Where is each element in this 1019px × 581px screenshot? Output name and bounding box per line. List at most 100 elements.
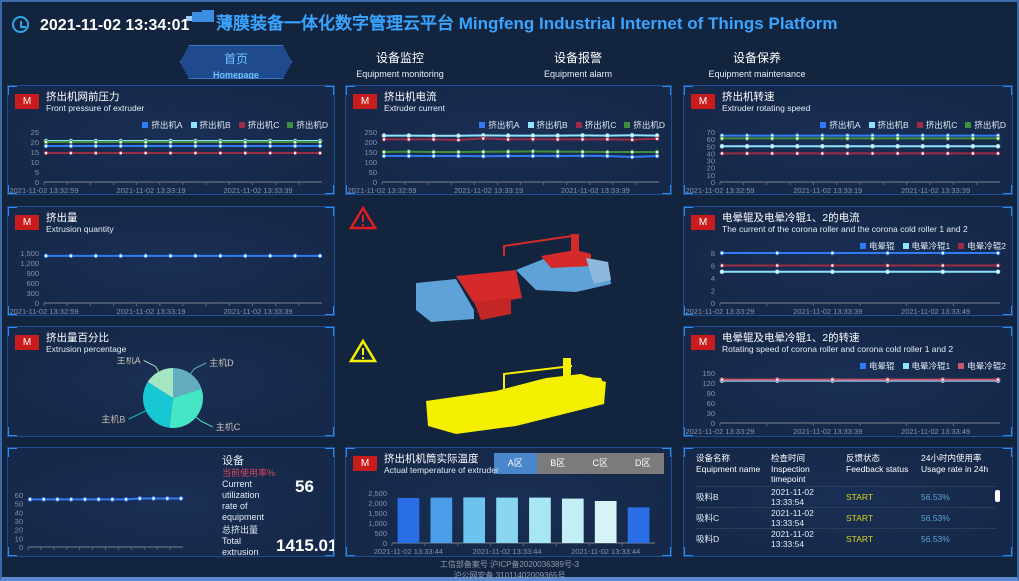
table-scrollbar[interactable] — [995, 490, 1000, 502]
data-point[interactable] — [505, 153, 511, 159]
data-point[interactable] — [870, 136, 875, 141]
data-point[interactable] — [885, 377, 890, 382]
data-point[interactable] — [995, 250, 1001, 256]
data-point[interactable] — [123, 497, 129, 502]
data-point[interactable] — [267, 150, 273, 156]
bar[interactable] — [594, 501, 617, 543]
data-point[interactable] — [381, 137, 387, 142]
data-point[interactable] — [41, 497, 47, 502]
data-point[interactable] — [242, 143, 248, 149]
data-point[interactable] — [168, 253, 173, 259]
data-point[interactable] — [605, 153, 610, 159]
data-point[interactable] — [218, 253, 223, 259]
data-point[interactable] — [317, 139, 323, 145]
nav-equipment-maintenance[interactable]: 设备保养 Equipment maintenance — [687, 45, 827, 79]
data-point[interactable] — [970, 136, 976, 141]
data-point[interactable] — [317, 143, 323, 149]
table-row[interactable]: 吸料D 2021-11-02 13:33:54 START 56.53% — [696, 527, 996, 549]
data-point[interactable] — [168, 143, 173, 149]
data-point[interactable] — [870, 143, 875, 149]
legend-item[interactable]: 挤出机D — [965, 119, 1006, 131]
data-point[interactable] — [43, 143, 49, 149]
data-point[interactable] — [555, 137, 561, 142]
data-point[interactable] — [605, 133, 610, 138]
data-point[interactable] — [940, 377, 946, 382]
legend-item[interactable]: 电晕辊 — [860, 360, 895, 372]
data-point[interactable] — [168, 139, 173, 145]
data-point[interactable] — [555, 153, 561, 159]
data-point[interactable] — [431, 153, 436, 159]
bar[interactable] — [496, 497, 518, 543]
data-point[interactable] — [830, 250, 835, 256]
data-point[interactable] — [895, 151, 900, 156]
data-point[interactable] — [530, 136, 536, 142]
data-point[interactable] — [845, 143, 850, 149]
data-point[interactable] — [885, 269, 890, 275]
data-point[interactable] — [381, 133, 387, 138]
alarm-warning-yellow-icon[interactable] — [348, 338, 378, 363]
data-point[interactable] — [178, 496, 184, 501]
data-point[interactable] — [242, 253, 248, 259]
data-point[interactable] — [530, 149, 536, 154]
data-point[interactable] — [774, 263, 780, 268]
data-point[interactable] — [820, 136, 825, 141]
data-point[interactable] — [68, 497, 74, 502]
data-point[interactable] — [629, 149, 635, 155]
data-point[interactable] — [505, 133, 511, 138]
data-point[interactable] — [93, 150, 99, 156]
data-point[interactable] — [118, 253, 124, 259]
data-point[interactable] — [456, 153, 461, 159]
legend-item[interactable]: 挤出机B — [527, 119, 568, 131]
data-point[interactable] — [456, 133, 461, 139]
data-point[interactable] — [970, 151, 976, 156]
data-point[interactable] — [774, 377, 780, 382]
table-row[interactable]: 吸料C 2021-11-02 13:33:54 START 56.53% — [696, 506, 996, 528]
data-point[interactable] — [830, 269, 835, 275]
data-point[interactable] — [218, 139, 223, 145]
data-point[interactable] — [480, 136, 486, 141]
data-point[interactable] — [580, 137, 585, 142]
data-point[interactable] — [940, 263, 946, 268]
data-point[interactable] — [629, 137, 635, 143]
data-point[interactable] — [43, 150, 49, 156]
data-point[interactable] — [970, 143, 976, 149]
data-point[interactable] — [820, 151, 825, 156]
data-point[interactable] — [193, 139, 198, 145]
data-point[interactable] — [885, 263, 890, 268]
tab-zone-c[interactable]: C区 — [579, 453, 622, 474]
nav-equipment-alarm[interactable]: 设备报警 Equipment alarm — [508, 45, 648, 79]
extruder-machine-model[interactable] — [416, 234, 611, 322]
data-point[interactable] — [895, 143, 900, 149]
bar[interactable] — [627, 507, 650, 543]
data-point[interactable] — [164, 496, 170, 501]
data-point[interactable] — [317, 150, 323, 156]
legend-item[interactable]: 挤出机B — [868, 119, 909, 131]
data-point[interactable] — [406, 137, 412, 142]
data-point[interactable] — [96, 497, 101, 502]
data-point[interactable] — [580, 153, 585, 159]
data-point[interactable] — [110, 497, 115, 502]
data-point[interactable] — [580, 149, 585, 155]
data-point[interactable] — [895, 136, 900, 141]
data-point[interactable] — [292, 143, 298, 149]
data-point[interactable] — [769, 136, 775, 141]
data-point[interactable] — [317, 253, 323, 259]
data-point[interactable] — [480, 153, 486, 159]
table-row[interactable]: 吸料B 2021-11-02 13:33:54 START 56.53% — [696, 485, 996, 507]
data-point[interactable] — [193, 150, 198, 156]
data-point[interactable] — [769, 143, 775, 149]
data-point[interactable] — [68, 139, 74, 145]
data-point[interactable] — [118, 143, 124, 149]
data-point[interactable] — [505, 149, 511, 154]
nav-homepage[interactable]: 首页 Homepage — [180, 45, 292, 79]
data-point[interactable] — [794, 136, 800, 141]
data-point[interactable] — [629, 154, 635, 160]
data-point[interactable] — [43, 253, 49, 259]
data-point[interactable] — [744, 143, 750, 149]
data-point[interactable] — [292, 253, 298, 259]
legend-item[interactable]: 电晕辊 — [860, 240, 895, 252]
data-point[interactable] — [845, 136, 850, 141]
legend-item[interactable]: 挤出机C — [238, 119, 279, 131]
data-point[interactable] — [93, 143, 99, 149]
legend-item[interactable]: 电晕冷辊2 — [958, 240, 1006, 252]
